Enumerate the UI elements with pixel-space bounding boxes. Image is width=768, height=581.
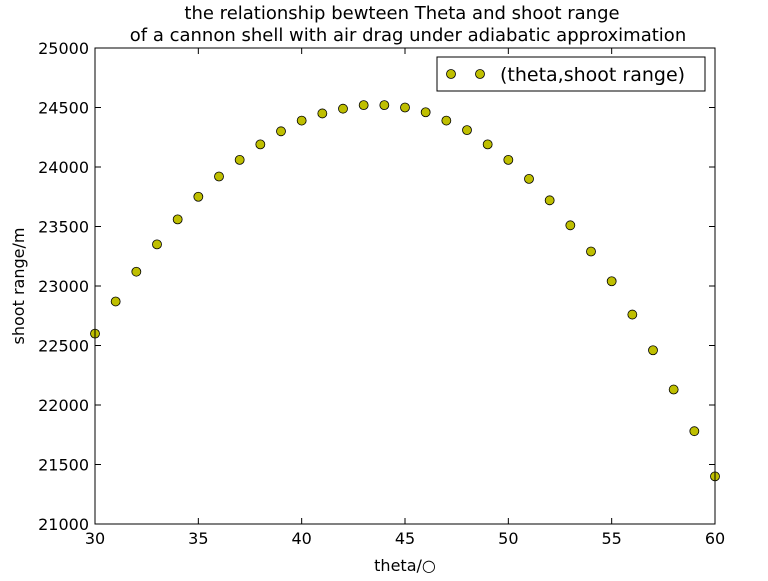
y-tick-label: 25000 xyxy=(38,39,89,58)
data-point xyxy=(131,266,142,277)
x-axis-ticks: 30 35 40 45 50 55 60 xyxy=(85,48,725,548)
data-point xyxy=(317,108,328,119)
data-point xyxy=(606,276,617,287)
data-point xyxy=(276,126,286,137)
data-point xyxy=(234,154,245,165)
x-tick-label: 45 xyxy=(395,529,415,548)
data-point xyxy=(524,173,534,184)
y-tick-label: 22500 xyxy=(38,337,89,356)
data-point xyxy=(338,103,348,114)
data-point xyxy=(358,100,369,111)
x-tick-label: 30 xyxy=(85,529,105,548)
x-axis-label: theta/○ xyxy=(374,556,436,575)
data-point xyxy=(193,191,204,202)
data-point xyxy=(689,426,700,437)
data-points xyxy=(90,100,720,482)
y-axis-ticks: 21000 21500 22000 22500 23000 23500 24000 24500… xyxy=(38,39,715,534)
data-point xyxy=(627,309,638,320)
y-tick-label: 23000 xyxy=(38,277,89,296)
data-point xyxy=(441,115,452,126)
y-tick-label: 24500 xyxy=(38,99,89,118)
chart-title: the relationship bewteen Theta and shoot… xyxy=(184,3,619,24)
chart-subtitle: of a cannon shell with air drag under ad… xyxy=(130,25,686,46)
y-tick-label: 23500 xyxy=(38,218,89,237)
data-point xyxy=(110,296,121,307)
data-point xyxy=(462,125,472,136)
x-tick-label: 55 xyxy=(601,529,621,548)
y-tick-label: 24000 xyxy=(38,158,89,177)
plot-area xyxy=(94,47,716,525)
data-point xyxy=(668,384,679,395)
legend: (theta,shoot range) xyxy=(436,56,706,92)
data-point xyxy=(214,171,224,182)
data-point xyxy=(565,220,576,231)
data-point xyxy=(503,154,514,165)
x-tick-label: 40 xyxy=(291,529,311,548)
data-point xyxy=(255,139,266,150)
legend-marker xyxy=(446,69,456,79)
y-tick-label: 21000 xyxy=(38,515,89,534)
data-point xyxy=(400,102,410,113)
data-point xyxy=(420,107,431,118)
x-tick-label: 60 xyxy=(705,529,725,548)
data-point xyxy=(544,195,555,206)
x-tick-label: 35 xyxy=(188,529,208,548)
legend-label: (theta,shoot range) xyxy=(500,64,685,86)
data-point xyxy=(296,115,307,126)
x-tick-label: 50 xyxy=(498,529,518,548)
data-point xyxy=(172,214,183,225)
data-point xyxy=(586,246,596,257)
data-point xyxy=(152,239,162,250)
data-point xyxy=(379,100,390,111)
legend-marker xyxy=(475,69,485,79)
data-point xyxy=(482,139,493,150)
y-tick-label: 21500 xyxy=(38,456,89,475)
y-tick-label: 22000 xyxy=(38,396,89,415)
data-point xyxy=(648,345,658,356)
y-axis-label: shoot range/m xyxy=(9,228,28,345)
